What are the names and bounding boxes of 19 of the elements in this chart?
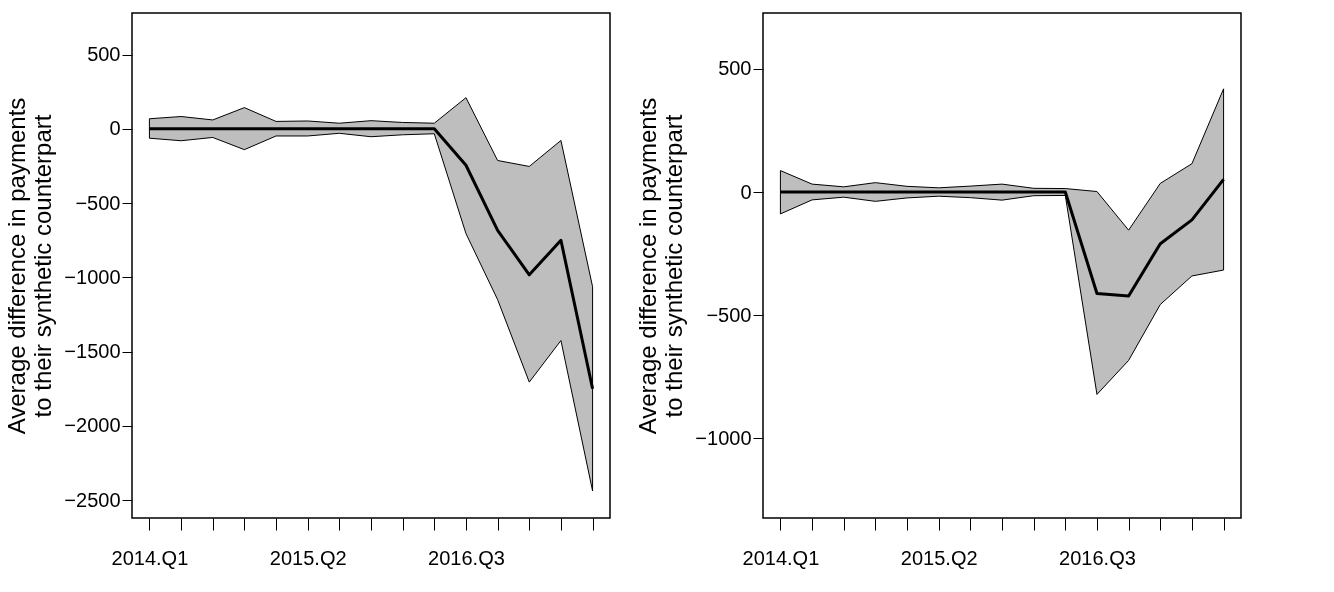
y-tick-label: −500 xyxy=(75,191,121,214)
y-tick-label: −1500 xyxy=(64,340,121,363)
x-tick-label: 2016.Q3 xyxy=(1059,546,1136,569)
y-tick-label: −1000 xyxy=(695,426,752,449)
x-tick-label: 2016.Q3 xyxy=(428,546,505,569)
y-tick-label: 0 xyxy=(740,180,752,203)
y-tick-label: −2000 xyxy=(64,414,121,437)
y-axis-title: Average difference in payments to their synthetic counterpart xyxy=(3,97,57,435)
x-tick-label: 2014.Q1 xyxy=(111,546,189,569)
y-tick-label: −2500 xyxy=(64,488,121,511)
y-tick-label: 500 xyxy=(87,43,121,66)
x-tick-label: 2014.Q1 xyxy=(742,546,820,569)
y-tick-label: 0 xyxy=(109,117,121,140)
x-tick-label: 2015.Q2 xyxy=(900,546,978,569)
y-axis-title: Average difference in payments to their synthetic counterpart xyxy=(634,97,688,435)
x-tick-label: 2015.Q2 xyxy=(269,546,347,569)
y-tick-label: 500 xyxy=(718,57,752,80)
y-tick-label: −1000 xyxy=(64,265,121,288)
y-tick-label: −500 xyxy=(706,303,752,326)
